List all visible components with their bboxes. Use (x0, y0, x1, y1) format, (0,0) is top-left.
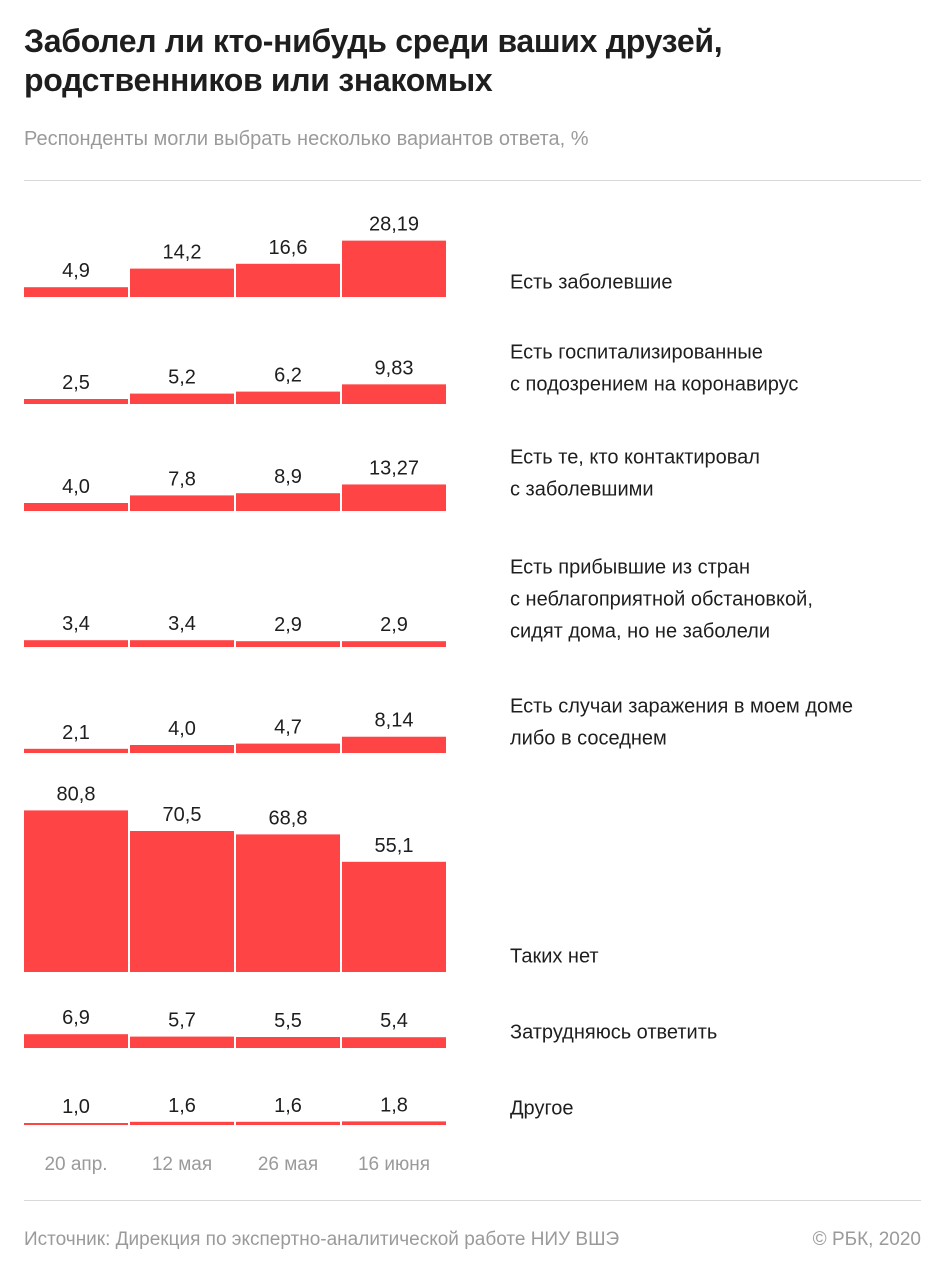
bar (130, 745, 234, 753)
bar (342, 1121, 446, 1125)
value-label: 1,6 (168, 1095, 196, 1117)
bar (24, 399, 128, 404)
bar (24, 748, 128, 753)
row-label: либо в соседнем (510, 727, 667, 749)
row-label: Другое (510, 1097, 574, 1119)
answer-row: 4,0 7,8 8,9 13,27 Есть те, кто контактировал… (24, 446, 760, 511)
bottom-divider (24, 1200, 921, 1201)
bar (236, 834, 340, 972)
bar (24, 640, 128, 647)
bar (342, 384, 446, 404)
value-label: 16,6 (269, 237, 308, 259)
row-label: Есть прибывшие из стран (510, 556, 750, 578)
answer-row: 2,1 4,0 4,7 8,14 Есть случаи заражения в мое… (24, 695, 853, 753)
value-label: 7,8 (168, 468, 196, 490)
bar (236, 391, 340, 404)
source-note: Источник: Дирекция по экспертно-аналитич… (24, 1229, 620, 1250)
x-tick-label: 12 мая (152, 1154, 212, 1175)
bar (130, 393, 234, 404)
bar (130, 831, 234, 972)
bar (342, 1037, 446, 1048)
bar (130, 1036, 234, 1048)
value-label: 8,9 (274, 466, 302, 488)
bar (130, 495, 234, 511)
value-label: 4,7 (274, 717, 302, 739)
value-label: 8,14 (375, 710, 414, 732)
value-label: 1,6 (274, 1095, 302, 1117)
value-label: 3,4 (168, 613, 196, 635)
value-label: 3,4 (62, 613, 90, 635)
bar (236, 743, 340, 753)
bar (342, 736, 446, 753)
bar (130, 1121, 234, 1125)
value-label: 5,5 (274, 1010, 302, 1032)
bar (236, 1037, 340, 1048)
bar (342, 641, 446, 647)
row-label: с подозрением на коронавирус (510, 373, 798, 395)
row-label: Есть заболевшие (510, 271, 672, 293)
bar (24, 1034, 128, 1048)
bar (130, 268, 234, 297)
value-label: 55,1 (375, 835, 414, 857)
value-label: 28,19 (369, 214, 419, 236)
row-label: Есть случаи заражения в моем доме (510, 695, 853, 717)
bar (236, 1121, 340, 1125)
x-tick-label: 20 апр. (44, 1154, 107, 1175)
row-label: Есть госпитализированные (510, 341, 763, 363)
row-label: с неблагоприятной обстановкой, (510, 588, 813, 610)
top-divider (24, 180, 921, 181)
value-label: 68,8 (269, 807, 308, 829)
copyright: © РБК, 2020 (812, 1229, 921, 1250)
row-label: Есть те, кто контактировал (510, 446, 760, 468)
chart-subtitle: Респонденты могли выбрать несколько вари… (24, 128, 589, 150)
answer-row: 4,9 14,2 16,6 28,19 Есть заболевшие (24, 214, 672, 297)
value-label: 4,0 (62, 476, 90, 498)
bar (24, 1123, 128, 1125)
value-label: 5,7 (168, 1010, 196, 1032)
bar (24, 810, 128, 972)
value-label: 5,4 (380, 1010, 408, 1032)
value-label: 4,0 (168, 718, 196, 740)
chart-title: Заболел ли кто-нибудь среди ваших друзей… (24, 23, 723, 98)
value-label: 70,5 (163, 804, 202, 826)
row-label: с заболевшими (510, 478, 654, 500)
bar (236, 641, 340, 647)
bar (236, 263, 340, 297)
row-label: Таких нет (510, 945, 599, 967)
answer-row: 2,5 5,2 6,2 9,83 Есть госпитализированные с п… (24, 341, 798, 404)
row-label: Затрудняюсь ответить (510, 1021, 717, 1043)
bar (342, 240, 446, 297)
value-label: 5,2 (168, 367, 196, 389)
value-label: 1,0 (62, 1096, 90, 1118)
answer-row: 6,9 5,7 5,5 5,4 Затрудняюсь ответить (24, 1007, 717, 1048)
bar (236, 493, 340, 511)
bar (24, 287, 128, 297)
x-tick-label: 16 июня (358, 1154, 430, 1175)
bar (24, 503, 128, 511)
value-label: 6,9 (62, 1007, 90, 1029)
value-label: 4,9 (62, 260, 90, 282)
value-label: 2,9 (274, 614, 302, 636)
value-label: 2,5 (62, 372, 90, 394)
value-label: 14,2 (163, 242, 202, 264)
value-label: 2,9 (380, 614, 408, 636)
value-label: 9,83 (375, 357, 414, 379)
answer-row: 3,4 3,4 2,9 2,9 Есть прибывшие из стран с неб… (24, 556, 813, 647)
bar (342, 861, 446, 972)
answer-row: 80,8 70,5 68,8 55,1 Таких нет (24, 783, 599, 972)
bar (342, 484, 446, 511)
bar (130, 640, 234, 647)
value-label: 1,8 (380, 1094, 408, 1116)
value-label: 80,8 (57, 783, 96, 805)
value-label: 6,2 (274, 365, 302, 387)
x-tick-label: 26 мая (258, 1154, 318, 1175)
answer-row: 1,0 1,6 1,6 1,8 Другое (24, 1094, 574, 1125)
value-label: 13,27 (369, 457, 419, 479)
bar-chart: 4,9 14,2 16,6 28,19 Есть заболевшие 2,5 5,2 6,2… (24, 214, 853, 1175)
row-label: сидят дома, но не заболели (510, 620, 770, 642)
value-label: 2,1 (62, 722, 90, 744)
